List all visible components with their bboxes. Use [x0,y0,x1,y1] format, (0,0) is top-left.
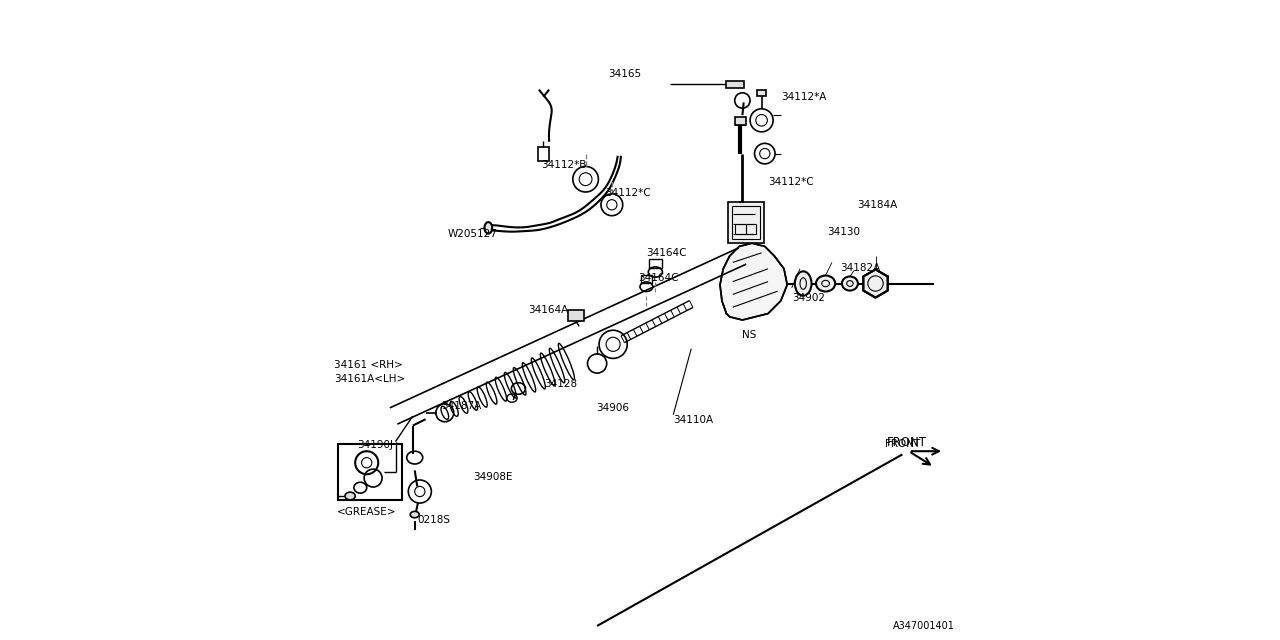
Text: W205127: W205127 [448,229,498,239]
Bar [735,117,746,125]
Text: NS: NS [742,330,756,340]
Text: 34161A<LH>: 34161A<LH> [334,374,406,384]
Text: 34164A: 34164A [529,305,568,315]
Ellipse shape [346,492,356,500]
Text: <GREASE>: <GREASE> [338,507,397,517]
Text: 34187A: 34187A [442,401,481,412]
Ellipse shape [795,271,812,296]
Text: 34130: 34130 [827,227,860,237]
Text: 34161 <RH>: 34161 <RH> [334,360,403,370]
Bar [758,90,765,96]
Text: A347001401: A347001401 [893,621,955,631]
Bar [538,147,549,161]
Polygon shape [719,243,787,320]
Text: 34112*C: 34112*C [768,177,814,188]
Ellipse shape [410,511,420,518]
Text: 34164C: 34164C [637,273,678,284]
Ellipse shape [485,222,492,234]
Text: 34906: 34906 [596,403,630,413]
Bar [732,206,760,239]
Text: FRONT: FRONT [886,438,920,449]
Text: 0218S: 0218S [417,515,451,525]
Bar [727,81,745,88]
Ellipse shape [817,275,836,291]
Text: 34902: 34902 [791,292,824,303]
Text: 34165: 34165 [608,68,641,79]
Text: 34182A: 34182A [840,262,879,273]
Text: 34112*B: 34112*B [540,160,586,170]
Bar [641,275,652,283]
Bar [338,444,402,500]
Bar [746,224,755,234]
Bar [649,259,662,268]
Text: 34112*C: 34112*C [604,188,650,198]
Text: 34164C: 34164C [646,248,687,258]
Text: 34184A: 34184A [858,200,897,210]
Ellipse shape [842,276,858,291]
Text: 34128: 34128 [544,379,577,389]
Bar [568,310,584,321]
Text: 34190J: 34190J [357,440,393,451]
Text: FRONT: FRONT [887,436,927,449]
Text: 34112*A: 34112*A [781,92,826,102]
Bar [728,202,763,243]
Polygon shape [863,269,888,298]
Text: 34110A: 34110A [673,415,713,426]
Bar [735,224,746,234]
Text: 34908E: 34908E [474,472,513,482]
